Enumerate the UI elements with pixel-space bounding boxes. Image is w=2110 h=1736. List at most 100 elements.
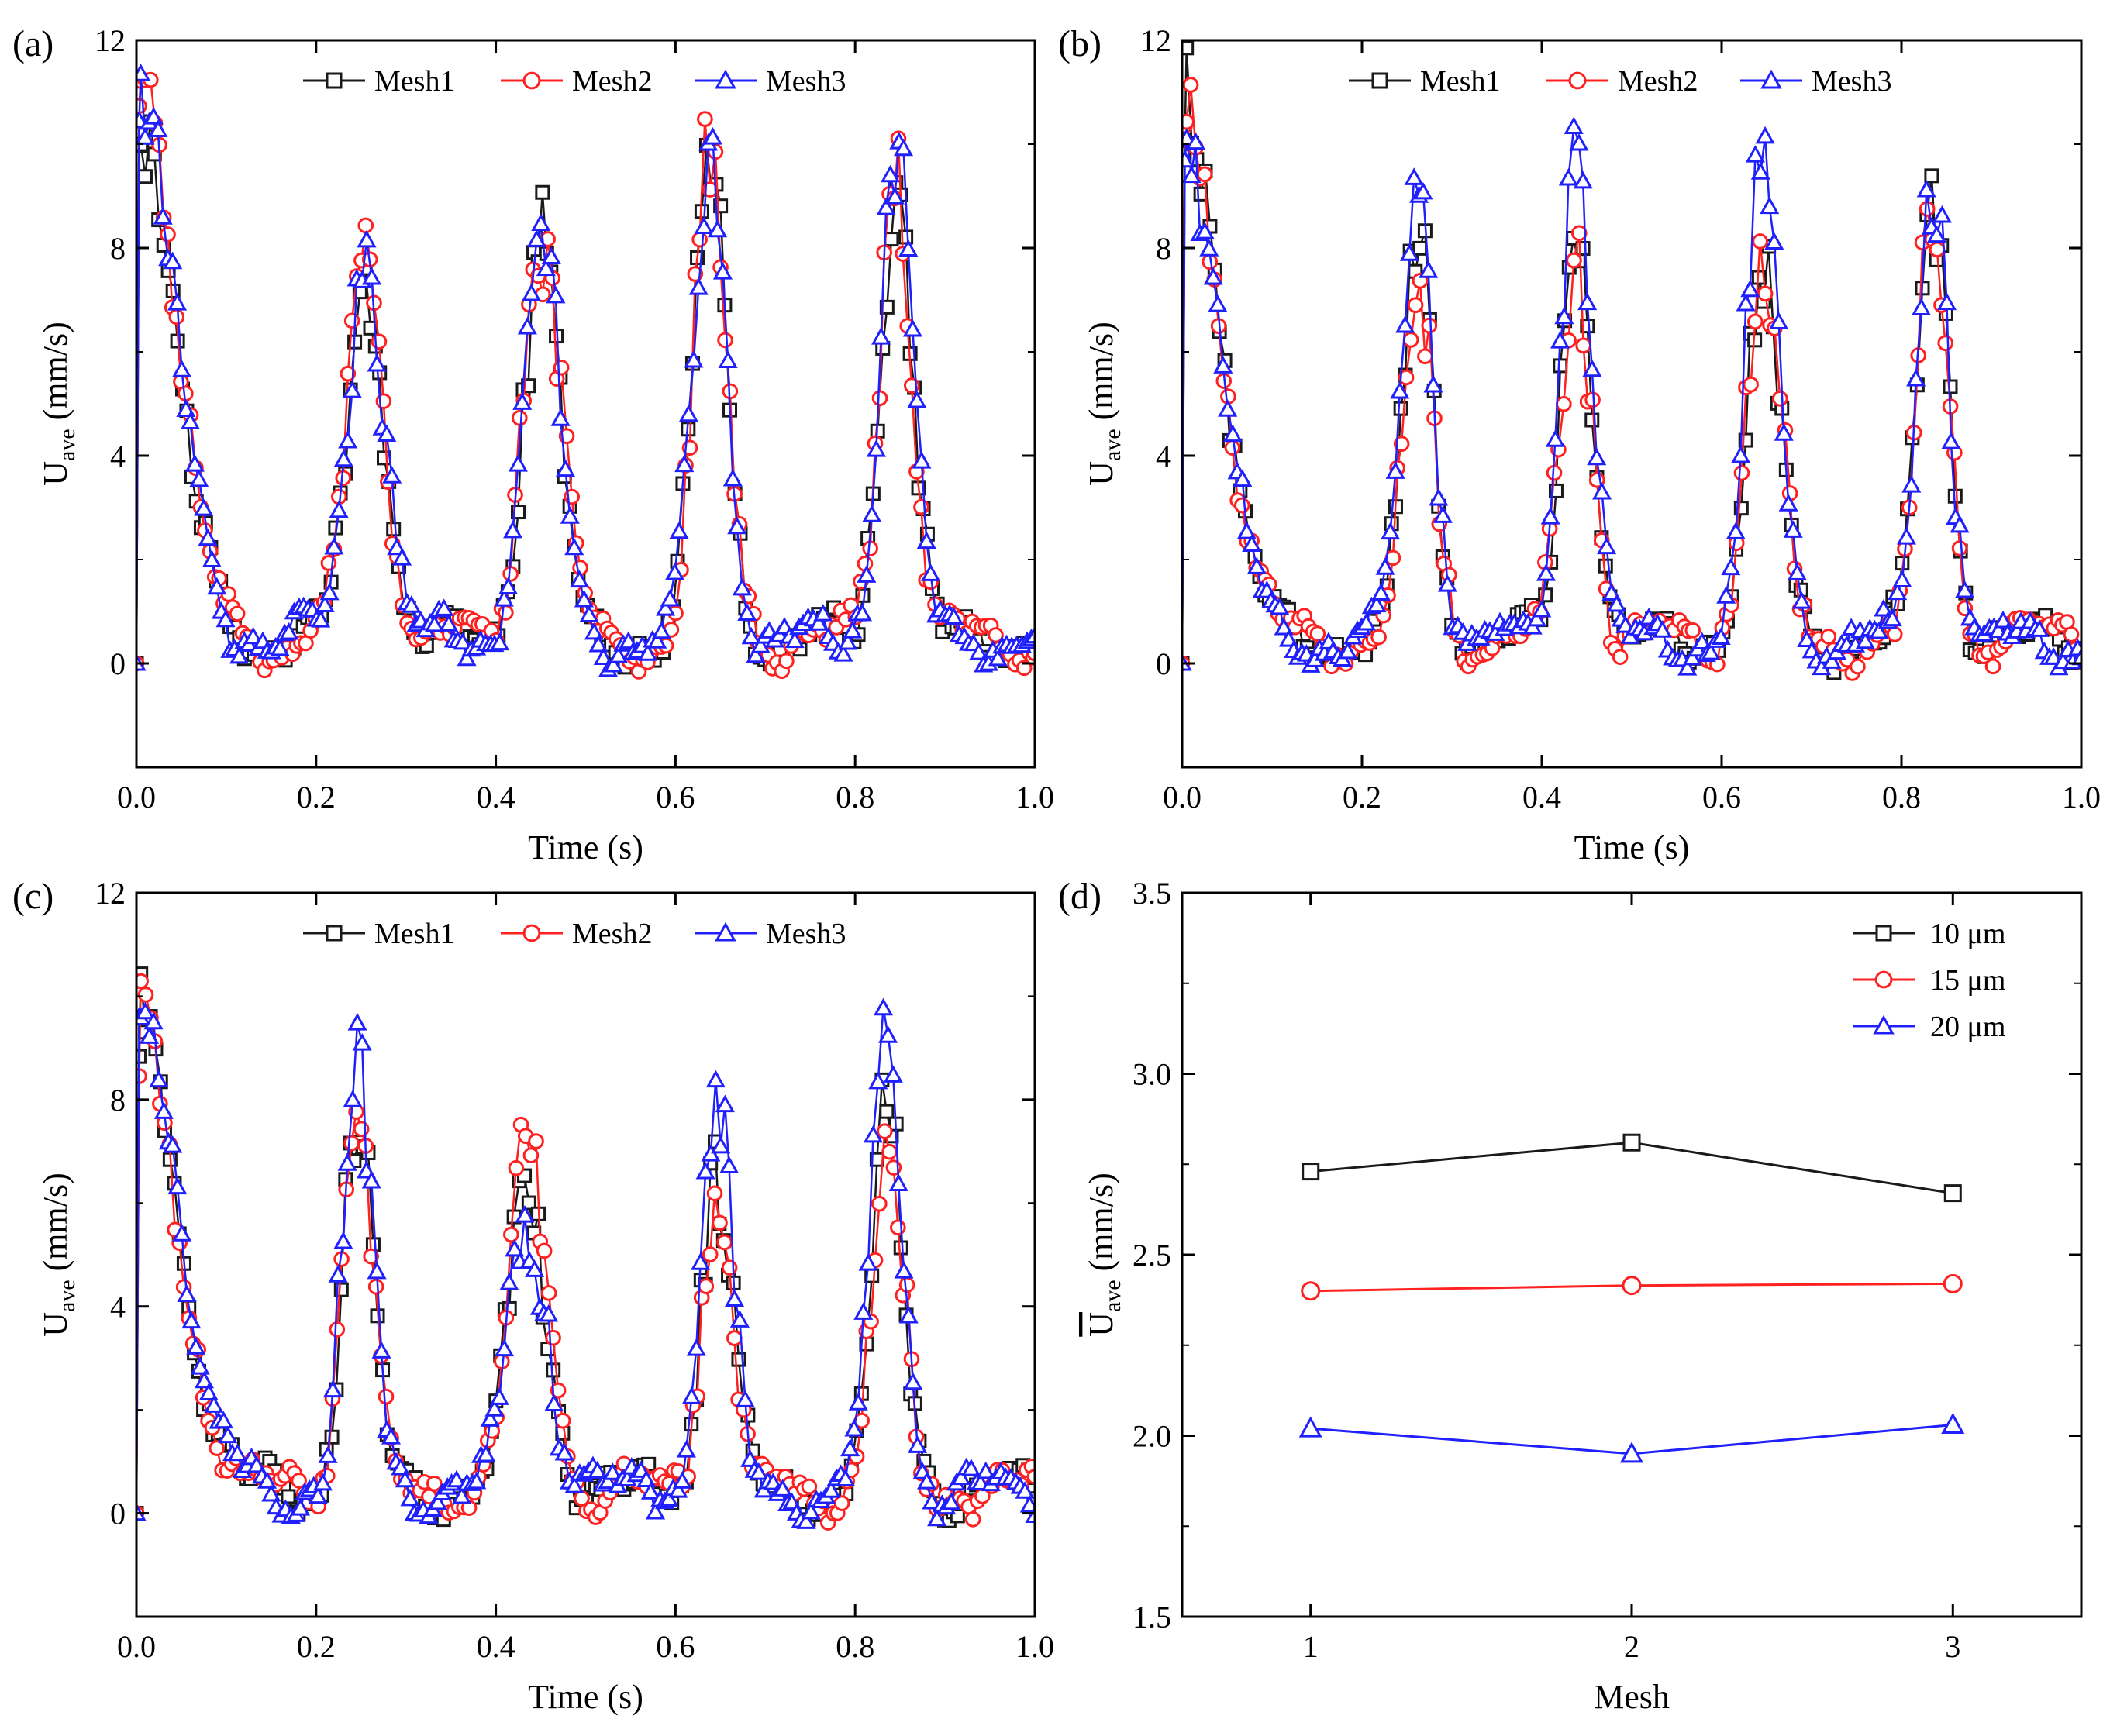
data-point-2-4	[1182, 77, 1199, 93]
data-point-3-126	[1755, 126, 1775, 144]
data-point-2-45	[1370, 629, 1387, 646]
data-point-2-124	[702, 1246, 719, 1262]
data-point-3-102	[602, 1462, 622, 1480]
data-point-3-19	[204, 1395, 224, 1413]
y-axis-title-main: U	[1082, 1312, 1120, 1337]
data-point-3-56	[381, 1427, 402, 1445]
data-point-3-124	[694, 216, 714, 235]
data-point-3-187	[2043, 647, 2063, 665]
legend-marker-2	[522, 71, 541, 90]
data-point-2-48	[343, 1135, 360, 1152]
axes-frame	[135, 891, 1036, 1618]
panel-label: (a)	[12, 23, 53, 64]
data-point-3-135	[1797, 629, 1817, 647]
data-point-2-164	[1937, 335, 1954, 351]
data-point-2-24	[229, 605, 246, 622]
x-tick-label: 0.8	[836, 1629, 874, 1664]
data-point-3-1	[1298, 1416, 1322, 1438]
data-point-3-173	[941, 1492, 961, 1510]
data-point-3-123	[1740, 279, 1760, 298]
data-point-2-45	[329, 1321, 346, 1338]
data-point-3-70	[439, 614, 459, 632]
data-point-1-160	[879, 1104, 895, 1119]
data-point-3-18	[198, 1383, 219, 1400]
data-point-3-46	[324, 536, 344, 555]
data-point-3-127	[1760, 196, 1780, 215]
data-point-3-168	[916, 1472, 937, 1490]
data-point-3-81	[490, 632, 510, 651]
data-point-3-10	[1208, 294, 1228, 312]
data-point-2-56	[1421, 317, 1438, 334]
data-point-3-153	[1882, 608, 1902, 627]
data-point-3-49	[1390, 381, 1410, 399]
data-point-3-6	[143, 107, 164, 125]
data-point-3-186	[988, 648, 1008, 666]
data-point-2-129	[1772, 390, 1788, 407]
data-point-3-133	[1787, 563, 1807, 580]
y-axis-title-main: U	[36, 1312, 74, 1337]
data-point-3-84	[515, 1205, 535, 1223]
y-axis-title: Uave (mm/s)	[1082, 1173, 1126, 1337]
data-point-3-66	[428, 1492, 448, 1510]
data-point-3-28	[243, 626, 264, 645]
data-point-3-193	[2071, 647, 2081, 666]
data-point-3-92	[1592, 481, 1612, 500]
y-axis-title-unit: (mm/s)	[36, 1173, 74, 1280]
data-point-3-171	[916, 531, 936, 549]
data-point-3-45	[1370, 583, 1391, 601]
data-point-3-58	[391, 1457, 411, 1476]
y-axis-title-unit: (mm/s)	[36, 322, 74, 429]
data-point-3-165	[1941, 432, 1961, 450]
data-point-3-129	[729, 1310, 750, 1328]
data-point-3-168	[902, 319, 922, 337]
y-tick-label: 0	[110, 1497, 126, 1531]
data-point-3-111	[645, 1501, 666, 1520]
data-point-3-86	[525, 1259, 545, 1277]
data-point-3-189	[1019, 1494, 1035, 1513]
data-point-3-105	[1652, 620, 1673, 638]
legend-label-1: Mesh1	[1420, 65, 1500, 98]
data-point-3-44	[315, 594, 335, 613]
data-point-2-174	[1984, 658, 2001, 675]
data-point-3-81	[1540, 506, 1560, 525]
data-point-3-7	[1195, 222, 1215, 239]
data-point-3-160	[1916, 179, 1936, 198]
data-point-3-24	[1274, 617, 1294, 636]
data-point-3-153	[844, 1418, 864, 1437]
data-point-2-82	[498, 604, 514, 621]
data-point-2-86	[528, 1133, 544, 1149]
axes-frame	[135, 39, 1036, 769]
data-point-3-59	[387, 537, 407, 556]
data-point-3-15	[186, 1337, 206, 1355]
data-point-3-105	[603, 654, 623, 673]
data-point-2-52	[1402, 332, 1419, 348]
x-tick-label: 0.6	[656, 1629, 695, 1664]
data-point-3-8	[153, 207, 173, 225]
data-point-3-54	[371, 1341, 391, 1359]
data-point-3-111	[1682, 647, 1702, 666]
data-point-3-119	[681, 1386, 702, 1404]
data-point-3-140	[1822, 651, 1842, 669]
data-point-3-94	[564, 1475, 584, 1493]
data-point-3-11	[167, 1176, 188, 1195]
data-point-3-184	[2029, 619, 2050, 637]
data-point-3-158	[857, 565, 877, 583]
data-point-3-117	[672, 1471, 692, 1489]
data-point-2-3	[1943, 1273, 1963, 1293]
y-axis-title: Uave (mm/s)	[36, 322, 80, 486]
y-axis-title-sub: ave	[1100, 1280, 1126, 1312]
y-tick-label: 2.0	[1133, 1419, 1171, 1454]
data-point-2-145	[801, 1478, 818, 1495]
y-tick-label: 12	[95, 876, 126, 911]
data-point-3-130	[722, 468, 743, 487]
y-tick-label: 8	[1156, 231, 1171, 266]
data-point-2-87	[1570, 225, 1588, 242]
data-point-3-13	[176, 399, 196, 418]
data-point-3-166	[908, 1435, 928, 1453]
data-point-3-44	[322, 1380, 343, 1398]
data-point-3-143	[796, 1511, 816, 1529]
data-point-3-52	[1404, 167, 1424, 185]
y-tick-label: 1.5	[1133, 1600, 1171, 1634]
data-point-3-100	[579, 604, 599, 622]
data-point-1-87	[1575, 241, 1591, 257]
